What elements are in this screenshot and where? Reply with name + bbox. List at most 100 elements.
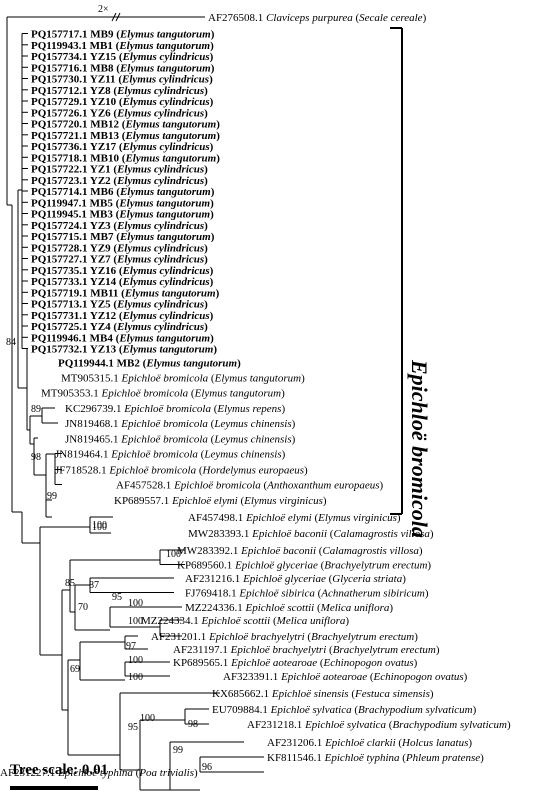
tip-host-open: ( (116, 40, 120, 52)
tip-host-close: ) (210, 96, 214, 108)
tip-label: AF457498.1 Epichloë elymi (Elymus virgin… (188, 512, 401, 524)
tip-host-close: ) (282, 449, 286, 461)
tip-accession: MZ224334.1 (141, 615, 202, 627)
tip-label: AF231201.1 Epichloë brachyelytri (Brachy… (151, 631, 418, 643)
tip-accession: PQ157713.1 (31, 299, 90, 311)
tip-label: KP689560.1 Epichloë glyceriae (Brachyely… (177, 560, 431, 572)
tip-accession: KX685662.1 (212, 688, 272, 700)
tip-host: Elymus cylindricus (122, 51, 210, 63)
tip-label: AF231197.1 Epichloë brachyelytri (Brachy… (173, 644, 440, 656)
bootstrap-value: 100 (128, 616, 143, 627)
tip-isolate-code: YZ2 (90, 175, 114, 187)
tip-host: Brachypodium sylvaticum (392, 719, 507, 731)
tip-label: PQ157723.1 YZ2 (Elymus cylindricus) (31, 175, 208, 187)
tip-host: Hordelymus europaeus (202, 465, 305, 477)
tip-accession: PQ157728.1 (31, 242, 90, 254)
tip-species: Epichloë baconii (240, 545, 319, 557)
tip-accession: PQ157721.1 (31, 130, 90, 142)
tip-label: AF457528.1 Epichloë bromicola (Anthoxant… (116, 480, 383, 492)
axis-break (111, 12, 117, 22)
tip-isolate-code: MB1 (90, 40, 116, 52)
tip-label: PQ157722.1 YZ1 (Elymus cylindricus) (31, 164, 208, 176)
tip-host-close: ) (379, 480, 383, 492)
tip-host-open: ( (116, 62, 120, 74)
tip-label: PQ119944.1 MB2 (Elymus tangutorum) (58, 357, 241, 369)
tip-accession: AF276508.1 (208, 12, 266, 24)
tip-host-open: ( (240, 495, 244, 507)
tip-label: PQ157712.1 YZ8 (Elymus cylindricus) (31, 85, 208, 97)
tip-host-open: ( (113, 164, 117, 176)
tip-host-close: ) (216, 130, 220, 142)
tip-isolate-code: YZ12 (90, 310, 119, 322)
tip-accession: PQ157735.1 (31, 265, 90, 277)
tip-host-open: ( (113, 254, 117, 266)
tip-host-close: ) (423, 12, 427, 24)
bootstrap-value: 100 (92, 522, 107, 533)
tip-host-close: ) (402, 573, 406, 585)
tip-host: Elymus virginicus (317, 512, 397, 524)
tip-host-open: ( (199, 465, 203, 477)
tip-accession: PQ119946.1 (31, 332, 90, 344)
tip-host: Brachyelytrum erectum (333, 644, 436, 656)
tip-host-close: ) (281, 388, 285, 400)
tip-label: PQ157736.1 YZ17 (Elymus cylindricus) (31, 141, 214, 153)
tip-species: Epichloë glyceriae (234, 560, 321, 572)
tip-accession: AF231218.1 (247, 719, 305, 731)
tip-species: Epichloë typhina (57, 767, 136, 779)
tip-host-close: ) (480, 752, 484, 764)
tip-host-close: ) (216, 287, 220, 299)
tip-host-open: ( (329, 573, 333, 585)
tip-label: KP689565.1 Epichloë aotearoae (Echinopog… (173, 657, 418, 669)
tip-host: Elymus cylindricus (116, 321, 204, 333)
tip-isolate-code: YZ6 (90, 107, 114, 119)
tip-accession: AF231206.1 (267, 737, 325, 749)
tip-host-close: ) (210, 40, 214, 52)
tip-host-open: ( (122, 119, 126, 131)
tip-host: Elymus cylindricus (122, 96, 210, 108)
tip-isolate-code: YZ8 (90, 85, 114, 97)
tip-host-open: ( (119, 141, 123, 153)
bootstrap-value: 99 (47, 491, 57, 502)
tip-label: MT905353.1 Epichloë bromicola (Elymus ta… (41, 388, 285, 400)
bootstrap-value: 98 (31, 452, 41, 463)
tip-host: Calamagrostis villosa (322, 545, 419, 557)
tip-species: Epichloë scottii (201, 615, 273, 627)
tip-species: Epichloë scottii (245, 602, 317, 614)
bootstrap-value: 100 (92, 520, 107, 531)
tip-accession: PQ157729.1 (31, 96, 90, 108)
tip-host-close: ) (414, 657, 418, 669)
tip-host-close: ) (204, 242, 208, 254)
tip-isolate-code: MB13 (90, 130, 121, 142)
tip-host-close: ) (211, 62, 215, 74)
tip-label: AF231227.1 Epichloë typhina (Poa trivial… (0, 767, 198, 779)
tip-host-open: ( (370, 671, 374, 683)
tip-host-open: ( (116, 332, 120, 344)
tip-host: Brachyelytrum erectum (324, 560, 427, 572)
tip-host-close: ) (194, 767, 198, 779)
tip-accession: AF231216.1 (185, 573, 243, 585)
tip-host-open: ( (119, 96, 123, 108)
tip-host: Secale cereale (359, 12, 423, 24)
tip-accession: PQ157712.1 (31, 85, 90, 97)
tip-accession: JN819468.1 (65, 418, 121, 430)
tip-host-open: ( (113, 321, 117, 333)
tip-host: Elymus cylindricus (116, 299, 204, 311)
tip-species: Epichloë bromicola (101, 388, 191, 400)
tip-species: Epichloë sylvatica (304, 719, 389, 731)
tip-host-open: ( (319, 545, 323, 557)
tip-host-open: ( (119, 310, 123, 322)
tip-accession: PQ157736.1 (31, 141, 90, 153)
tip-label: AF276508.1 Claviceps purpurea (Secale ce… (208, 12, 427, 24)
tip-host-close: ) (210, 310, 214, 322)
tip-accession: PQ157726.1 (31, 107, 90, 119)
tip-isolate-code: YZ4 (90, 321, 114, 333)
tip-accession: PQ157717.1 (31, 29, 90, 41)
tip-host-close: ) (204, 321, 208, 333)
tip-label: PQ157718.1 MB10 (Elymus tangutorum) (31, 152, 220, 164)
tip-species: Epichloë sinensis (271, 688, 351, 700)
tip-isolate-code: MB3 (90, 209, 116, 221)
tip-isolate-code: MB12 (90, 119, 121, 131)
bootstrap-value: 69 (70, 664, 80, 675)
tip-label: PQ157733.1 YZ14 (Elymus cylindricus) (31, 276, 214, 288)
